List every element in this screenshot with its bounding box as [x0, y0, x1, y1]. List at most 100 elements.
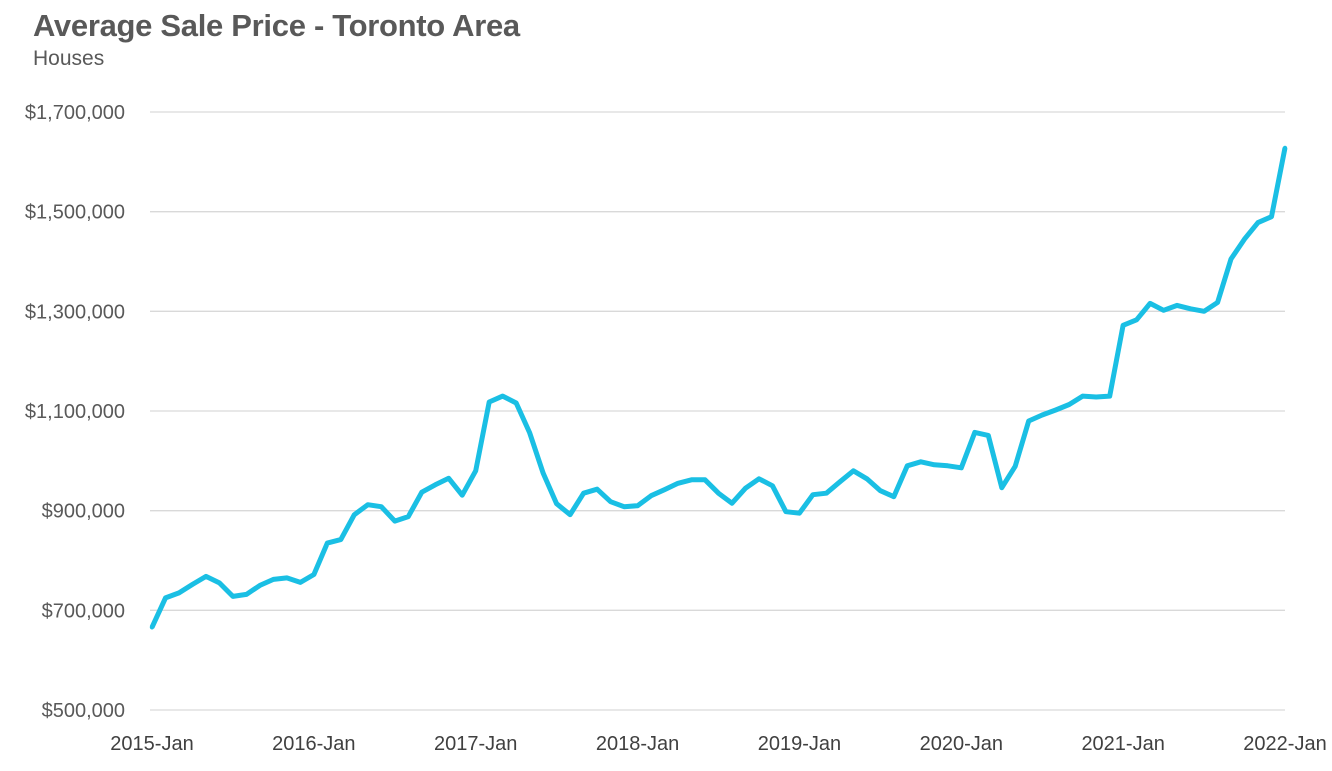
data-point — [1242, 236, 1247, 242]
data-point — [918, 459, 923, 464]
data-point — [1215, 300, 1220, 305]
data-point — [756, 476, 762, 481]
data-point — [473, 468, 478, 473]
data-point — [810, 492, 816, 497]
data-point — [783, 509, 789, 514]
data-point — [406, 514, 411, 519]
data-point — [365, 502, 370, 507]
data-point — [716, 491, 721, 496]
data-point — [176, 590, 182, 596]
data-point — [864, 476, 870, 481]
data-point — [621, 504, 627, 509]
data-point — [217, 580, 222, 586]
x-tick-label: 2019-Jan — [758, 733, 841, 755]
data-point — [1067, 402, 1072, 407]
data-point — [514, 400, 519, 406]
data-point — [298, 580, 303, 585]
y-tick-label: $1,100,000 — [25, 401, 125, 423]
data-point — [675, 481, 681, 486]
data-point — [230, 594, 236, 599]
data-point — [1188, 306, 1193, 311]
data-point — [932, 462, 937, 467]
x-tick-label: 2018-Jan — [596, 733, 679, 755]
data-point — [959, 465, 964, 470]
data-point — [986, 433, 991, 438]
y-tick-label: $1,700,000 — [25, 102, 125, 124]
data-point — [1282, 145, 1288, 151]
data-point — [1040, 412, 1045, 418]
data-point — [257, 583, 263, 588]
data-point — [999, 485, 1004, 490]
data-point — [203, 574, 209, 579]
data-point — [608, 499, 613, 504]
data-point — [1161, 308, 1166, 313]
data-point — [311, 572, 317, 577]
data-point — [945, 463, 950, 468]
chart-subtitle: Houses — [33, 47, 105, 70]
data-point — [487, 399, 492, 405]
data-point — [271, 577, 276, 582]
data-point — [190, 582, 195, 587]
x-tick-label: 2017-Jan — [434, 733, 517, 755]
data-point — [446, 476, 451, 481]
series-line-houses — [149, 147, 1288, 629]
data-point — [581, 491, 586, 496]
data-point — [392, 518, 397, 524]
data-point — [1013, 464, 1018, 469]
data-point — [1269, 214, 1274, 219]
data-point — [770, 483, 775, 488]
data-point — [1228, 256, 1234, 262]
y-tick-label: $1,300,000 — [25, 301, 125, 323]
data-point — [1120, 323, 1126, 328]
data-point — [1147, 301, 1153, 306]
data-point — [527, 430, 532, 436]
data-point — [891, 494, 896, 499]
data-point — [163, 595, 168, 601]
data-point — [338, 537, 343, 542]
data-point — [419, 490, 424, 495]
data-point — [824, 491, 829, 496]
x-tick-label: 2022-Jan — [1243, 733, 1326, 755]
data-point — [972, 430, 977, 435]
data-point — [379, 504, 384, 509]
data-point — [1094, 394, 1099, 400]
data-point — [1080, 393, 1085, 399]
y-tick-label: $900,000 — [42, 501, 125, 523]
data-point — [878, 488, 883, 493]
x-tick-label: 2016-Jan — [272, 733, 355, 755]
data-point — [352, 512, 357, 517]
data-point — [1107, 393, 1112, 399]
data-point — [1134, 317, 1139, 322]
data-point — [689, 477, 694, 482]
data-point — [244, 592, 249, 597]
data-point — [702, 477, 708, 482]
data-point — [149, 625, 155, 630]
chart-title: Average Sale Price - Toronto Area — [33, 8, 520, 43]
data-point — [743, 486, 748, 491]
x-tick-label: 2020-Jan — [920, 733, 1003, 755]
data-point — [541, 471, 546, 476]
data-point — [554, 501, 559, 506]
data-point — [905, 463, 910, 468]
data-point — [635, 503, 640, 508]
data-point — [1255, 220, 1261, 225]
y-tick-label: $500,000 — [42, 700, 125, 722]
data-point — [567, 512, 573, 517]
data-point — [284, 575, 290, 581]
data-point — [837, 479, 843, 484]
data-point — [851, 468, 856, 473]
data-point — [662, 487, 667, 492]
data-point — [500, 393, 505, 399]
data-point — [648, 493, 654, 498]
data-point — [1026, 418, 1031, 424]
data-point — [797, 511, 802, 516]
data-point — [1053, 407, 1058, 413]
y-tick-label: $1,500,000 — [25, 202, 125, 224]
data-point — [325, 540, 330, 546]
data-point — [460, 493, 465, 498]
data-point — [729, 501, 735, 506]
x-tick-label: 2021-Jan — [1081, 733, 1164, 755]
data-point — [1174, 303, 1180, 308]
y-tick-label: $700,000 — [42, 600, 125, 622]
